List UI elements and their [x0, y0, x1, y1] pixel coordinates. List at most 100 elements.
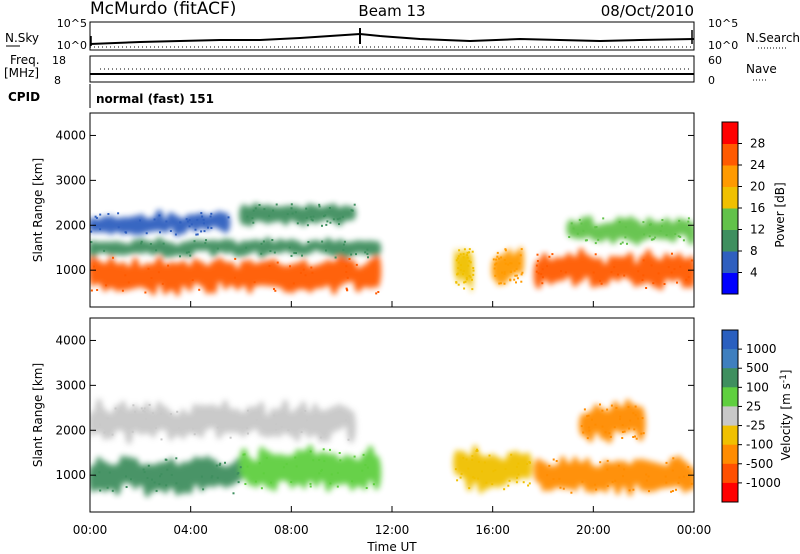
echo-speckle	[280, 425, 283, 428]
colorbar-segment	[722, 122, 738, 144]
echo-speckle	[127, 281, 130, 284]
echo-speckle	[309, 450, 312, 453]
echo-speckle	[463, 248, 466, 251]
echo-speckle	[601, 425, 604, 428]
echo-speckle	[466, 256, 469, 259]
echo-speckle	[350, 209, 353, 212]
echo-speckle	[312, 459, 315, 462]
x-tick-label: 12:00	[375, 523, 410, 537]
echo-speckle	[320, 468, 323, 471]
echo-speckle	[343, 240, 346, 243]
echo-speckle	[491, 483, 494, 486]
echo-speckle	[202, 218, 205, 221]
echo-speckle	[580, 222, 583, 225]
echo-speckle	[665, 461, 668, 464]
echo-speckle	[515, 274, 518, 277]
time-axis: 00:00 04:00 08:00 12:00 16:00 20:00 00:00	[73, 301, 711, 537]
power-colorbar-tick-label: 12	[750, 223, 765, 237]
echo-speckle	[295, 252, 297, 254]
echo-speckle	[645, 479, 648, 482]
colorbar-segment	[722, 143, 738, 166]
echo-speckle	[622, 475, 624, 478]
echo-speckle	[245, 246, 248, 249]
echo-cell	[371, 253, 382, 289]
echo-speckle	[522, 481, 525, 484]
echo-speckle	[468, 251, 471, 254]
echo-speckle	[610, 271, 613, 274]
echo-speckle	[670, 271, 673, 274]
echo-speckle	[654, 236, 657, 239]
y-tick-label: 4000	[55, 333, 86, 347]
echo-speckle	[560, 270, 562, 273]
echo-speckle	[516, 476, 518, 479]
echo-speckle	[94, 475, 97, 477]
echo-speckle	[469, 276, 472, 279]
colorbar-segment	[722, 251, 738, 273]
echo-speckle	[179, 255, 181, 258]
echo-speckle	[495, 258, 498, 261]
date-title: 08/Oct/2010	[601, 2, 694, 20]
x-tick-label: 16:00	[475, 523, 510, 537]
echo-speckle	[663, 283, 666, 285]
echo-speckle	[634, 414, 637, 417]
echo-cell	[635, 405, 646, 442]
echo-speckle	[306, 224, 309, 227]
echo-speckle	[546, 265, 549, 268]
echo-speckle	[617, 273, 619, 276]
power-colorbar: 4 8 12 16 20 24 28	[721, 121, 765, 295]
colorbar-segment	[722, 208, 738, 230]
echo-speckle	[362, 453, 365, 456]
echo-speckle	[345, 287, 348, 290]
echo-speckle	[244, 483, 247, 485]
echo-speckle	[108, 471, 111, 474]
echo-speckle	[463, 281, 466, 284]
y-tick-label: 1000	[55, 468, 86, 482]
echo-speckle	[345, 265, 348, 268]
power-colorbar-tick-label: 20	[750, 180, 765, 194]
echo-speckle	[361, 469, 364, 472]
velocity-colorbar-tick-label: -100	[746, 438, 773, 452]
echo-speckle	[562, 487, 565, 490]
echo-speckle	[520, 273, 523, 276]
echo-speckle	[528, 461, 531, 464]
echo-speckle	[637, 270, 640, 273]
echo-speckle	[611, 480, 614, 483]
echo-speckle	[678, 476, 681, 479]
velocity-colorbar-tick-label: -25	[746, 419, 766, 433]
echo-speckle	[305, 216, 308, 219]
echo-speckle	[640, 432, 643, 435]
echo-speckle	[464, 280, 467, 283]
echo-speckle	[196, 218, 199, 221]
echo-speckle	[585, 239, 588, 242]
echo-speckle	[366, 252, 369, 255]
echo-speckle	[140, 240, 143, 243]
station-title: McMurdo (fitACF)	[90, 0, 236, 19]
velocity-ylabel: Slant Range [km]	[31, 363, 45, 467]
echo-speckle	[202, 222, 205, 225]
echo-speckle	[227, 216, 230, 219]
echo-speckle	[177, 426, 180, 429]
echo-speckle	[339, 459, 342, 462]
echo-speckle	[460, 264, 462, 267]
echo-speckle	[98, 471, 101, 474]
echo-speckle	[295, 465, 298, 468]
echo-speckle	[234, 257, 237, 260]
echo-speckle	[310, 266, 313, 269]
echo-speckle	[139, 219, 141, 222]
echo-speckle	[661, 225, 663, 228]
echo-speckle	[499, 282, 502, 285]
echo-speckle	[353, 203, 356, 206]
echo-speckle	[588, 429, 591, 432]
x-tick-label: 00:00	[73, 523, 108, 537]
echo-speckle	[350, 253, 353, 256]
beam-title: Beam 13	[358, 2, 425, 20]
echo-cell	[346, 409, 357, 444]
x-tick-label: 08:00	[274, 523, 309, 537]
colorbar-segment	[722, 425, 738, 446]
echo-speckle	[336, 485, 339, 488]
echo-speckle	[144, 291, 147, 294]
velocity-colorbar: 1000 500 100 25 -25 -100 -500 -1000	[721, 329, 781, 503]
echo-speckle	[348, 258, 351, 260]
echo-speckle	[619, 415, 622, 418]
